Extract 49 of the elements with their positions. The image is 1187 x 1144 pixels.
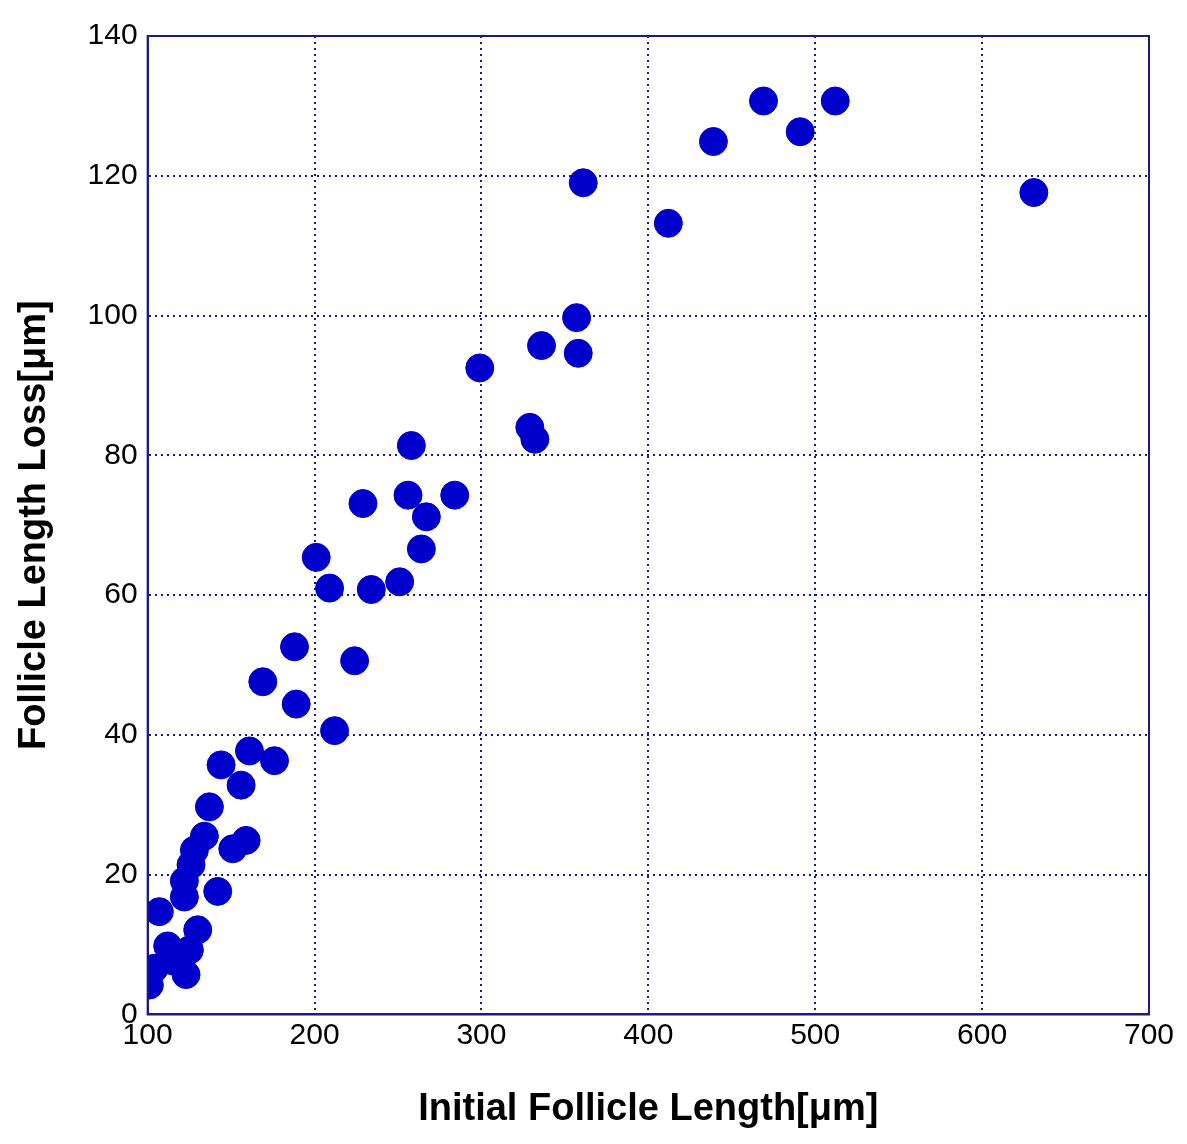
x-tick-label: 600 — [957, 1016, 1008, 1050]
y-tick-label: 120 — [87, 157, 138, 191]
point — [203, 876, 233, 906]
point — [465, 353, 495, 383]
x-tick-label: 300 — [456, 1016, 507, 1050]
point — [171, 960, 201, 990]
x-tick-label: 200 — [289, 1016, 340, 1050]
point — [348, 489, 378, 519]
point — [248, 667, 278, 697]
point — [226, 770, 256, 800]
point — [340, 646, 370, 676]
point — [194, 792, 224, 822]
point — [1019, 178, 1049, 208]
point — [206, 750, 236, 780]
point — [234, 736, 264, 766]
point — [385, 567, 415, 597]
point — [320, 716, 350, 746]
point — [785, 117, 815, 147]
point — [393, 480, 423, 510]
point — [218, 834, 248, 864]
point — [568, 168, 598, 198]
x-axis-title: Initial Follicle Length[μm] — [418, 1085, 879, 1128]
point — [440, 480, 470, 510]
point — [315, 573, 345, 603]
point — [820, 86, 850, 116]
point — [527, 331, 557, 361]
y-tick-label: 140 — [87, 17, 138, 51]
point — [698, 127, 728, 157]
point — [411, 502, 441, 532]
point — [301, 542, 331, 572]
y-tick-label: 80 — [104, 436, 138, 470]
point — [748, 86, 778, 116]
y-axis-title: Follicle Length Loss[μm] — [11, 300, 54, 751]
point — [653, 208, 683, 238]
y-tick-label: 40 — [104, 716, 138, 750]
x-tick-label: 400 — [623, 1016, 674, 1050]
y-tick-label: 60 — [104, 576, 138, 610]
point — [259, 746, 289, 776]
point — [396, 431, 426, 461]
x-tick-label: 500 — [790, 1016, 841, 1050]
point — [562, 303, 592, 333]
point — [281, 689, 311, 719]
point — [406, 534, 436, 564]
x-tick-label: 700 — [1123, 1016, 1175, 1050]
y-tick-label: 20 — [104, 855, 138, 889]
y-tick-label: 100 — [87, 296, 138, 330]
point — [356, 575, 386, 604]
point — [563, 338, 593, 368]
point — [280, 632, 310, 662]
